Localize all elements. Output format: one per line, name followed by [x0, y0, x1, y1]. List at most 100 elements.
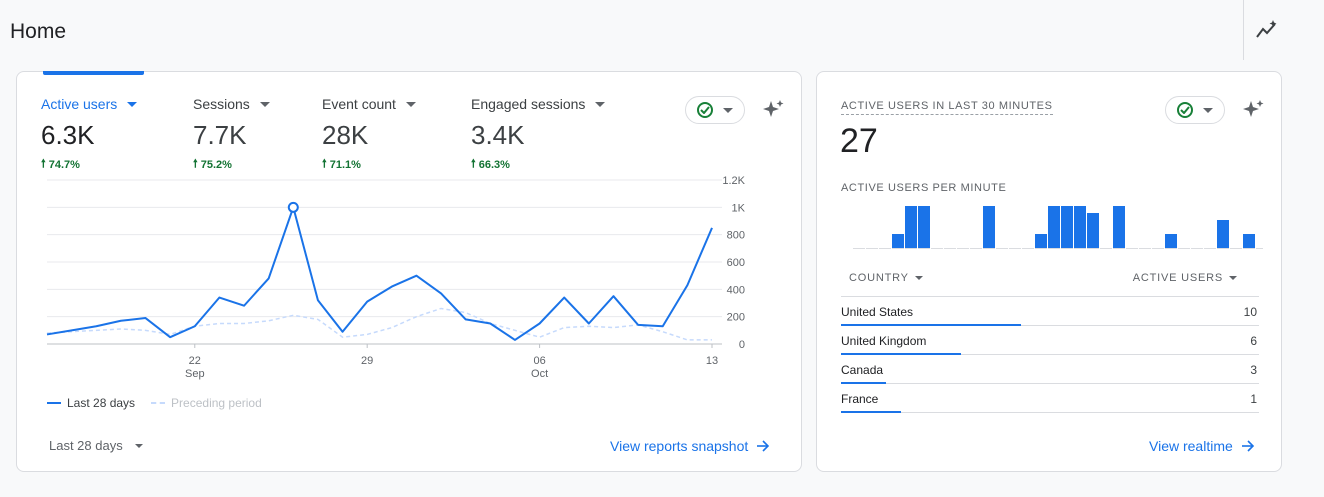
share-bar [841, 411, 901, 413]
country-users: 3 [1250, 363, 1257, 377]
y-tick-label: 0 [739, 339, 745, 351]
minute-bar[interactable] [1087, 213, 1099, 248]
minute-bar[interactable] [1061, 206, 1073, 248]
chart-legend: Last 28 days Preceding period [47, 396, 262, 410]
caret-down-icon [723, 107, 733, 113]
view-reports-snapshot-link[interactable]: View reports snapshot [610, 438, 770, 454]
caret-down-icon [914, 276, 923, 280]
insights-button[interactable] [1254, 18, 1280, 42]
share-bar [841, 324, 1021, 326]
caret-down-icon [595, 101, 606, 107]
metric-label: Event count [322, 96, 396, 112]
link-label: View realtime [1149, 438, 1233, 454]
comparison-status-button[interactable] [1165, 96, 1225, 124]
per-minute-title: ACTIVE USERS PER MINUTE [841, 182, 1007, 194]
legend-dashed-swatch [151, 402, 166, 404]
country-name: France [841, 392, 879, 406]
page-title: Home [10, 20, 67, 43]
minute-bar[interactable] [892, 234, 904, 248]
share-bar [841, 382, 886, 384]
header-divider [1243, 0, 1244, 60]
country-name: United States [841, 305, 914, 319]
arrow-up-icon: 🠕 [471, 158, 476, 170]
legend-label: Preceding period [171, 396, 262, 410]
sparkle-icon[interactable] [761, 98, 785, 122]
arrow-right-icon [757, 440, 770, 452]
arrow-up-icon: 🠕 [322, 158, 327, 170]
caret-down-icon [127, 101, 138, 107]
metric-event-count[interactable]: Event count 28K 🠕 71.1% [322, 94, 416, 174]
column-label: ACTIVE USERS [1132, 272, 1223, 284]
minute-bar[interactable] [1113, 206, 1125, 248]
arrow-up-icon: 🠕 [41, 158, 46, 170]
metric-sessions[interactable]: Sessions 7.7K 🠕 75.2% [193, 94, 270, 174]
check-circle-icon [1177, 102, 1193, 118]
caret-down-icon [134, 443, 143, 448]
date-range-label: Last 28 days [49, 438, 123, 453]
x-tick-month: Oct [531, 368, 548, 380]
table-row[interactable]: United Kingdom 6 [841, 326, 1259, 355]
highlight-point [287, 201, 299, 213]
legend-current[interactable]: Last 28 days [47, 396, 135, 410]
country-users: 1 [1250, 392, 1257, 406]
metric-active-users[interactable]: Active users 6.3K 🠕 74.7% [41, 94, 138, 174]
x-tick-label: 29 [361, 355, 373, 367]
metric-engaged-sessions[interactable]: Engaged sessions 3.4K 🠕 66.3% [471, 94, 606, 174]
realtime-card: ACTIVE USERS IN LAST 30 MINUTES 27 ACTIV… [816, 71, 1282, 472]
check-circle-icon [697, 102, 713, 118]
minute-bar[interactable] [1074, 206, 1086, 248]
realtime-title[interactable]: ACTIVE USERS IN LAST 30 MINUTES [841, 100, 1053, 115]
date-range-dropdown[interactable]: Last 28 days [49, 438, 143, 453]
metric-change: 71.1% [329, 158, 361, 171]
country-column-header[interactable]: COUNTRY [849, 272, 923, 284]
x-tick-label: 06 [533, 355, 545, 367]
share-bar [841, 353, 961, 355]
minute-bar[interactable] [1035, 234, 1047, 248]
y-tick-label: 800 [727, 230, 745, 242]
column-label: COUNTRY [849, 272, 909, 284]
table-row[interactable]: United States 10 [841, 297, 1259, 326]
country-name: United Kingdom [841, 334, 927, 348]
view-realtime-link[interactable]: View realtime [1149, 438, 1255, 454]
table-row[interactable]: Canada 3 [841, 355, 1259, 384]
country-users: 10 [1243, 305, 1257, 319]
metric-value: 3.4K [471, 120, 525, 150]
comparison-status-button[interactable] [685, 96, 745, 124]
metric-label: Sessions [193, 96, 250, 112]
minute-bar[interactable] [1217, 220, 1229, 248]
legend-previous[interactable]: Preceding period [151, 396, 262, 410]
series-preceding-period [46, 307, 712, 341]
table-row[interactable]: France 1 [841, 384, 1259, 413]
sparkle-icon[interactable] [1241, 98, 1265, 122]
minute-bar[interactable] [1165, 234, 1177, 248]
y-tick-label: 200 [727, 312, 745, 324]
arrow-right-icon [1241, 440, 1254, 452]
active-users-column-header[interactable]: ACTIVE USERS [1133, 272, 1237, 284]
metric-value: 28K [322, 120, 369, 150]
metric-change: 66.3% [478, 158, 510, 171]
y-tick-label: 1K [732, 202, 746, 214]
active-metric-indicator [43, 71, 144, 75]
minute-bar[interactable] [918, 206, 930, 248]
metric-value: 6.3K [41, 120, 95, 150]
metric-label: Engaged sessions [471, 96, 586, 112]
metric-change: 74.7% [48, 158, 80, 171]
minute-bar[interactable] [1243, 234, 1255, 248]
y-tick-label: 400 [727, 284, 745, 296]
legend-label: Last 28 days [67, 396, 136, 410]
caret-down-icon [405, 101, 416, 107]
minute-bar[interactable] [905, 206, 917, 248]
caret-down-icon [1203, 107, 1213, 113]
caret-down-icon [259, 101, 270, 107]
series-last-28-days [46, 206, 713, 341]
x-tick-label: 13 [706, 355, 718, 367]
metric-value: 7.7K [193, 120, 247, 150]
country-users: 6 [1250, 334, 1257, 348]
realtime-count: 27 [840, 122, 878, 160]
table-divider [841, 296, 1259, 297]
x-tick-label: 22 [189, 355, 201, 367]
minute-bar[interactable] [1048, 206, 1060, 248]
caret-down-icon [1229, 276, 1237, 280]
minute-bar[interactable] [983, 206, 995, 248]
